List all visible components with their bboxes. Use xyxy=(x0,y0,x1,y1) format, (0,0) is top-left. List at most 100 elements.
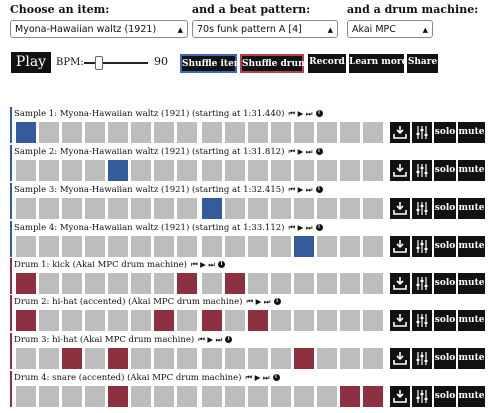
step-cell[interactable] xyxy=(363,310,383,331)
step-cell[interactable] xyxy=(317,236,337,257)
step-cell[interactable] xyxy=(85,348,105,369)
step-cell[interactable] xyxy=(317,122,337,143)
step-cell[interactable] xyxy=(248,236,268,257)
info-icon[interactable]: i xyxy=(315,186,323,193)
step-cell[interactable] xyxy=(340,236,360,257)
mute-button[interactable]: mute xyxy=(458,122,485,143)
step-cell[interactable] xyxy=(340,310,360,331)
solo-button[interactable]: solo xyxy=(434,386,456,407)
step-cell[interactable] xyxy=(39,198,59,219)
step-cell[interactable] xyxy=(131,198,151,219)
info-icon[interactable]: i xyxy=(217,261,225,268)
step-cell[interactable] xyxy=(202,160,222,181)
step-cell[interactable] xyxy=(340,273,360,294)
step-cell[interactable] xyxy=(340,386,360,407)
info-icon[interactable]: i xyxy=(225,336,233,343)
step-cell[interactable] xyxy=(248,310,268,331)
step-cell[interactable] xyxy=(317,348,337,369)
step-cell[interactable] xyxy=(177,386,197,407)
step-cell[interactable] xyxy=(16,122,36,143)
step-cell[interactable] xyxy=(131,236,151,257)
step-cell[interactable] xyxy=(202,386,222,407)
step-cell[interactable] xyxy=(248,273,268,294)
step-cell[interactable] xyxy=(62,386,82,407)
mute-button[interactable]: mute xyxy=(458,160,485,181)
step-cell[interactable] xyxy=(177,160,197,181)
step-cell[interactable] xyxy=(85,198,105,219)
mixer-sliders-icon[interactable] xyxy=(412,310,432,331)
preview-controls-icon[interactable]: ⏮ ▶ ⏭ xyxy=(288,147,313,156)
step-cell[interactable] xyxy=(177,273,197,294)
play-button[interactable]: Play xyxy=(11,52,51,73)
step-cell[interactable] xyxy=(294,122,314,143)
download-icon[interactable] xyxy=(390,198,410,219)
step-cell[interactable] xyxy=(108,348,128,369)
solo-button[interactable]: solo xyxy=(434,122,456,143)
step-cell[interactable] xyxy=(62,348,82,369)
step-cell[interactable] xyxy=(271,348,291,369)
step-cell[interactable] xyxy=(16,236,36,257)
solo-button[interactable]: solo xyxy=(434,273,456,294)
step-cell[interactable] xyxy=(294,160,314,181)
preview-controls-icon[interactable]: ⏮ ▶ ⏭ xyxy=(246,297,271,306)
step-cell[interactable] xyxy=(177,122,197,143)
step-cell[interactable] xyxy=(177,198,197,219)
step-cell[interactable] xyxy=(39,348,59,369)
step-cell[interactable] xyxy=(202,122,222,143)
step-cell[interactable] xyxy=(131,122,151,143)
mute-button[interactable]: mute xyxy=(458,198,485,219)
step-cell[interactable] xyxy=(62,122,82,143)
step-cell[interactable] xyxy=(16,310,36,331)
step-cell[interactable] xyxy=(108,122,128,143)
step-cell[interactable] xyxy=(340,160,360,181)
download-icon[interactable] xyxy=(390,122,410,143)
step-cell[interactable] xyxy=(294,198,314,219)
step-cell[interactable] xyxy=(62,198,82,219)
mixer-sliders-icon[interactable] xyxy=(412,386,432,407)
step-cell[interactable] xyxy=(62,160,82,181)
pattern-select[interactable]: 70s funk pattern A [4] ▲▼ xyxy=(192,20,338,38)
mixer-sliders-icon[interactable] xyxy=(412,198,432,219)
step-cell[interactable] xyxy=(131,310,151,331)
preview-controls-icon[interactable]: ⏮ ▶ ⏭ xyxy=(190,260,215,269)
info-icon[interactable]: i xyxy=(272,374,280,381)
step-cell[interactable] xyxy=(271,122,291,143)
slider-thumb[interactable] xyxy=(95,56,103,70)
preview-controls-icon[interactable]: ⏮ ▶ ⏭ xyxy=(198,335,223,344)
mute-button[interactable]: mute xyxy=(458,273,485,294)
download-icon[interactable] xyxy=(390,348,410,369)
bpm-slider[interactable] xyxy=(84,56,148,70)
step-cell[interactable] xyxy=(225,236,245,257)
step-cell[interactable] xyxy=(225,348,245,369)
step-cell[interactable] xyxy=(294,386,314,407)
step-cell[interactable] xyxy=(271,386,291,407)
mute-button[interactable]: mute xyxy=(458,386,485,407)
step-cell[interactable] xyxy=(16,348,36,369)
download-icon[interactable] xyxy=(390,236,410,257)
mixer-sliders-icon[interactable] xyxy=(412,236,432,257)
step-cell[interactable] xyxy=(154,348,174,369)
step-cell[interactable] xyxy=(154,386,174,407)
share-button[interactable]: Share xyxy=(407,54,438,73)
step-cell[interactable] xyxy=(271,160,291,181)
step-cell[interactable] xyxy=(39,273,59,294)
step-cell[interactable] xyxy=(317,160,337,181)
step-cell[interactable] xyxy=(363,386,383,407)
step-cell[interactable] xyxy=(317,310,337,331)
step-cell[interactable] xyxy=(177,236,197,257)
learn-more-button[interactable]: Learn more xyxy=(349,54,407,73)
step-cell[interactable] xyxy=(248,122,268,143)
step-cell[interactable] xyxy=(154,310,174,331)
step-cell[interactable] xyxy=(108,310,128,331)
step-cell[interactable] xyxy=(340,122,360,143)
step-cell[interactable] xyxy=(340,198,360,219)
step-cell[interactable] xyxy=(39,236,59,257)
mute-button[interactable]: mute xyxy=(458,310,485,331)
solo-button[interactable]: solo xyxy=(434,236,456,257)
step-cell[interactable] xyxy=(294,348,314,369)
solo-button[interactable]: solo xyxy=(434,160,456,181)
step-cell[interactable] xyxy=(177,348,197,369)
step-cell[interactable] xyxy=(154,198,174,219)
info-icon[interactable]: i xyxy=(273,298,281,305)
download-icon[interactable] xyxy=(390,160,410,181)
